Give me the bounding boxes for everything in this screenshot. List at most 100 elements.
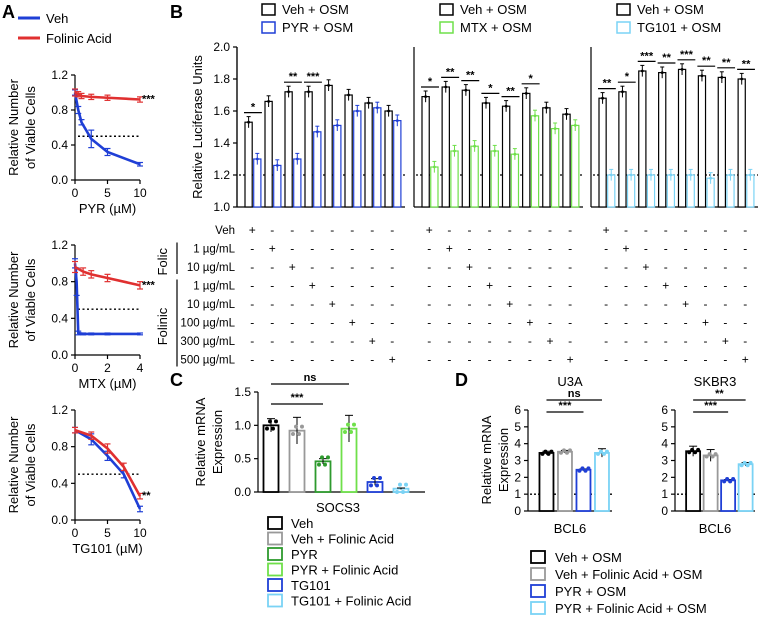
- chart-b3-matrix-symbol: -: [624, 260, 628, 274]
- chart-b2-matrix-symbol: -: [447, 316, 451, 330]
- chart-d2-point: [690, 447, 695, 452]
- chart-b3-sig-label: **: [722, 57, 731, 69]
- chart-b1-bar-treat: [353, 110, 362, 208]
- chart-c-point: [349, 430, 353, 434]
- chart-b-y-tick-label: 1.8: [213, 72, 230, 86]
- chart-b1-point-veh: [367, 101, 370, 105]
- chart-b3-matrix-symbol: -: [684, 223, 688, 237]
- chart-b3-matrix-symbol: -: [743, 223, 747, 237]
- chart-b1-point-veh: [287, 90, 290, 94]
- chart-a1-y-label-1: Relative Number: [6, 78, 21, 175]
- chart-b2-matrix-symbol: +: [446, 242, 453, 256]
- chart-b2-matrix-symbol: -: [427, 334, 431, 348]
- chart-b1-matrix-symbol: -: [290, 223, 294, 237]
- chart-c-y-tick-label: 0.0: [234, 485, 251, 499]
- chart-b-row-label: 10 µg/mL: [187, 299, 236, 311]
- chart-d1-point: [567, 448, 572, 453]
- chart-b2-point-veh: [504, 104, 508, 108]
- chart-c-y-tick-label: 1.5: [234, 385, 251, 399]
- chart-b3-matrix-symbol: -: [624, 334, 628, 348]
- chart-b3-matrix-symbol: +: [742, 353, 749, 367]
- chart-b3-matrix-symbol: +: [722, 334, 729, 348]
- chart-b1-matrix-symbol: -: [310, 260, 314, 274]
- chart-d2-bar: [720, 479, 737, 512]
- chart-a1-y-tick-label: 0.0: [51, 173, 68, 187]
- chart-b2-point-treat: [513, 152, 517, 156]
- chart-c-point: [291, 432, 295, 436]
- chart-b3-matrix-symbol: -: [644, 297, 648, 311]
- chart-c-point: [404, 482, 408, 487]
- chart-a2-x-label: MTX (µM): [78, 376, 136, 391]
- chart-b3-matrix-symbol: -: [624, 316, 628, 330]
- chart-b3-point-veh: [700, 74, 704, 78]
- chart-b2-matrix-symbol: -: [548, 353, 552, 367]
- chart-b3-matrix-symbol: +: [682, 297, 689, 311]
- chart-a3-x-tick-label: 5: [104, 526, 111, 540]
- chart-b1-matrix-symbol: -: [310, 223, 314, 237]
- chart-d-legend-swatch: [530, 584, 546, 598]
- chart-b2-matrix-symbol: -: [508, 260, 512, 274]
- chart-d2-point: [704, 454, 709, 459]
- chart-b2-matrix-symbol: -: [568, 316, 572, 330]
- chart-c-x-label: SOCS3: [316, 500, 360, 515]
- chart-d1-point: [604, 449, 609, 454]
- chart-d1-point: [595, 451, 600, 456]
- chart-b3-bar-veh: [737, 78, 746, 208]
- chart-a3-x-tick-label: 0: [72, 526, 79, 540]
- chart-d2-y-tick-label: 1: [661, 487, 668, 501]
- chart-c-legend-swatch: [267, 562, 283, 577]
- chart-b1-matrix-symbol: -: [330, 260, 334, 274]
- chart-b1-matrix-symbol: -: [310, 334, 314, 348]
- chart-b2-matrix-symbol: +: [546, 334, 553, 348]
- chart-b3-legend-treat-swatch: [616, 21, 631, 34]
- chart-c-sig-label: ***: [291, 392, 305, 404]
- chart-b1-matrix-symbol: -: [330, 242, 334, 256]
- chart-a1-y-tick-label: 0.4: [51, 138, 68, 152]
- chart-b2-point-treat: [453, 149, 456, 153]
- chart-d2-point: [713, 452, 718, 457]
- chart-a3-y-tick-label: 0.4: [51, 476, 68, 490]
- chart-b3-point-veh: [740, 77, 744, 81]
- chart-b3-matrix-symbol: -: [664, 223, 668, 237]
- chart-b2-matrix-symbol: -: [427, 316, 431, 330]
- chart-b2-matrix-symbol: -: [528, 353, 532, 367]
- chart-b1-legend-treat-swatch: [261, 21, 276, 34]
- chart-b1-matrix-symbol: -: [310, 242, 314, 256]
- chart-b2-matrix-symbol: -: [508, 316, 512, 330]
- panel-label-c: C: [170, 370, 183, 390]
- chart-b2-matrix-symbol: -: [447, 260, 451, 274]
- chart-b3-matrix-symbol: -: [604, 316, 608, 330]
- chart-b-y-tick-label: 1.4: [213, 136, 230, 150]
- chart-b3-legend-veh-label: Veh + OSM: [637, 2, 704, 17]
- chart-b3-matrix-symbol: -: [624, 279, 628, 293]
- chart-b2-matrix-symbol: -: [488, 242, 492, 256]
- chart-b1-matrix-symbol: -: [250, 297, 254, 311]
- chart-a3-series-veh-line: [74, 429, 142, 510]
- chart-b-row-label: 10 µg/mL: [187, 262, 236, 274]
- chart-c-point: [343, 430, 347, 434]
- chart-b2-bar-veh: [542, 107, 551, 208]
- chart-b1-matrix-symbol: +: [249, 223, 256, 237]
- chart-b3-legend-treat-label: TG101 + OSM: [637, 20, 721, 35]
- chart-b-row-label: 1 µg/mL: [193, 244, 235, 256]
- chart-b3-matrix-symbol: -: [664, 334, 668, 348]
- chart-b3-sig-label: **: [742, 58, 751, 70]
- chart-d2-bar: [737, 463, 754, 512]
- chart-b2-matrix-symbol: +: [506, 297, 513, 311]
- chart-b2-matrix-symbol: -: [447, 279, 451, 293]
- chart-d2-sig-label: **: [715, 388, 724, 400]
- chart-b2-matrix-symbol: -: [427, 353, 431, 367]
- chart-b3-matrix-symbol: -: [704, 334, 708, 348]
- chart-b1-matrix-symbol: -: [290, 353, 294, 367]
- chart-a2-significance: ***: [142, 279, 156, 291]
- chart-b3-matrix-symbol: -: [604, 242, 608, 256]
- chart-d2-point: [693, 450, 698, 455]
- chart-c-point: [297, 432, 301, 436]
- chart-d1-y-tick-label: 1: [514, 487, 521, 501]
- chart-b1-matrix-symbol: -: [390, 260, 394, 274]
- chart-b2-matrix-symbol: -: [488, 260, 492, 274]
- chart-b3-matrix-symbol: +: [662, 279, 669, 293]
- chart-a2-x-tick-label: 4: [137, 361, 144, 375]
- chart-c-point: [352, 422, 356, 427]
- chart-d1-point: [558, 450, 563, 455]
